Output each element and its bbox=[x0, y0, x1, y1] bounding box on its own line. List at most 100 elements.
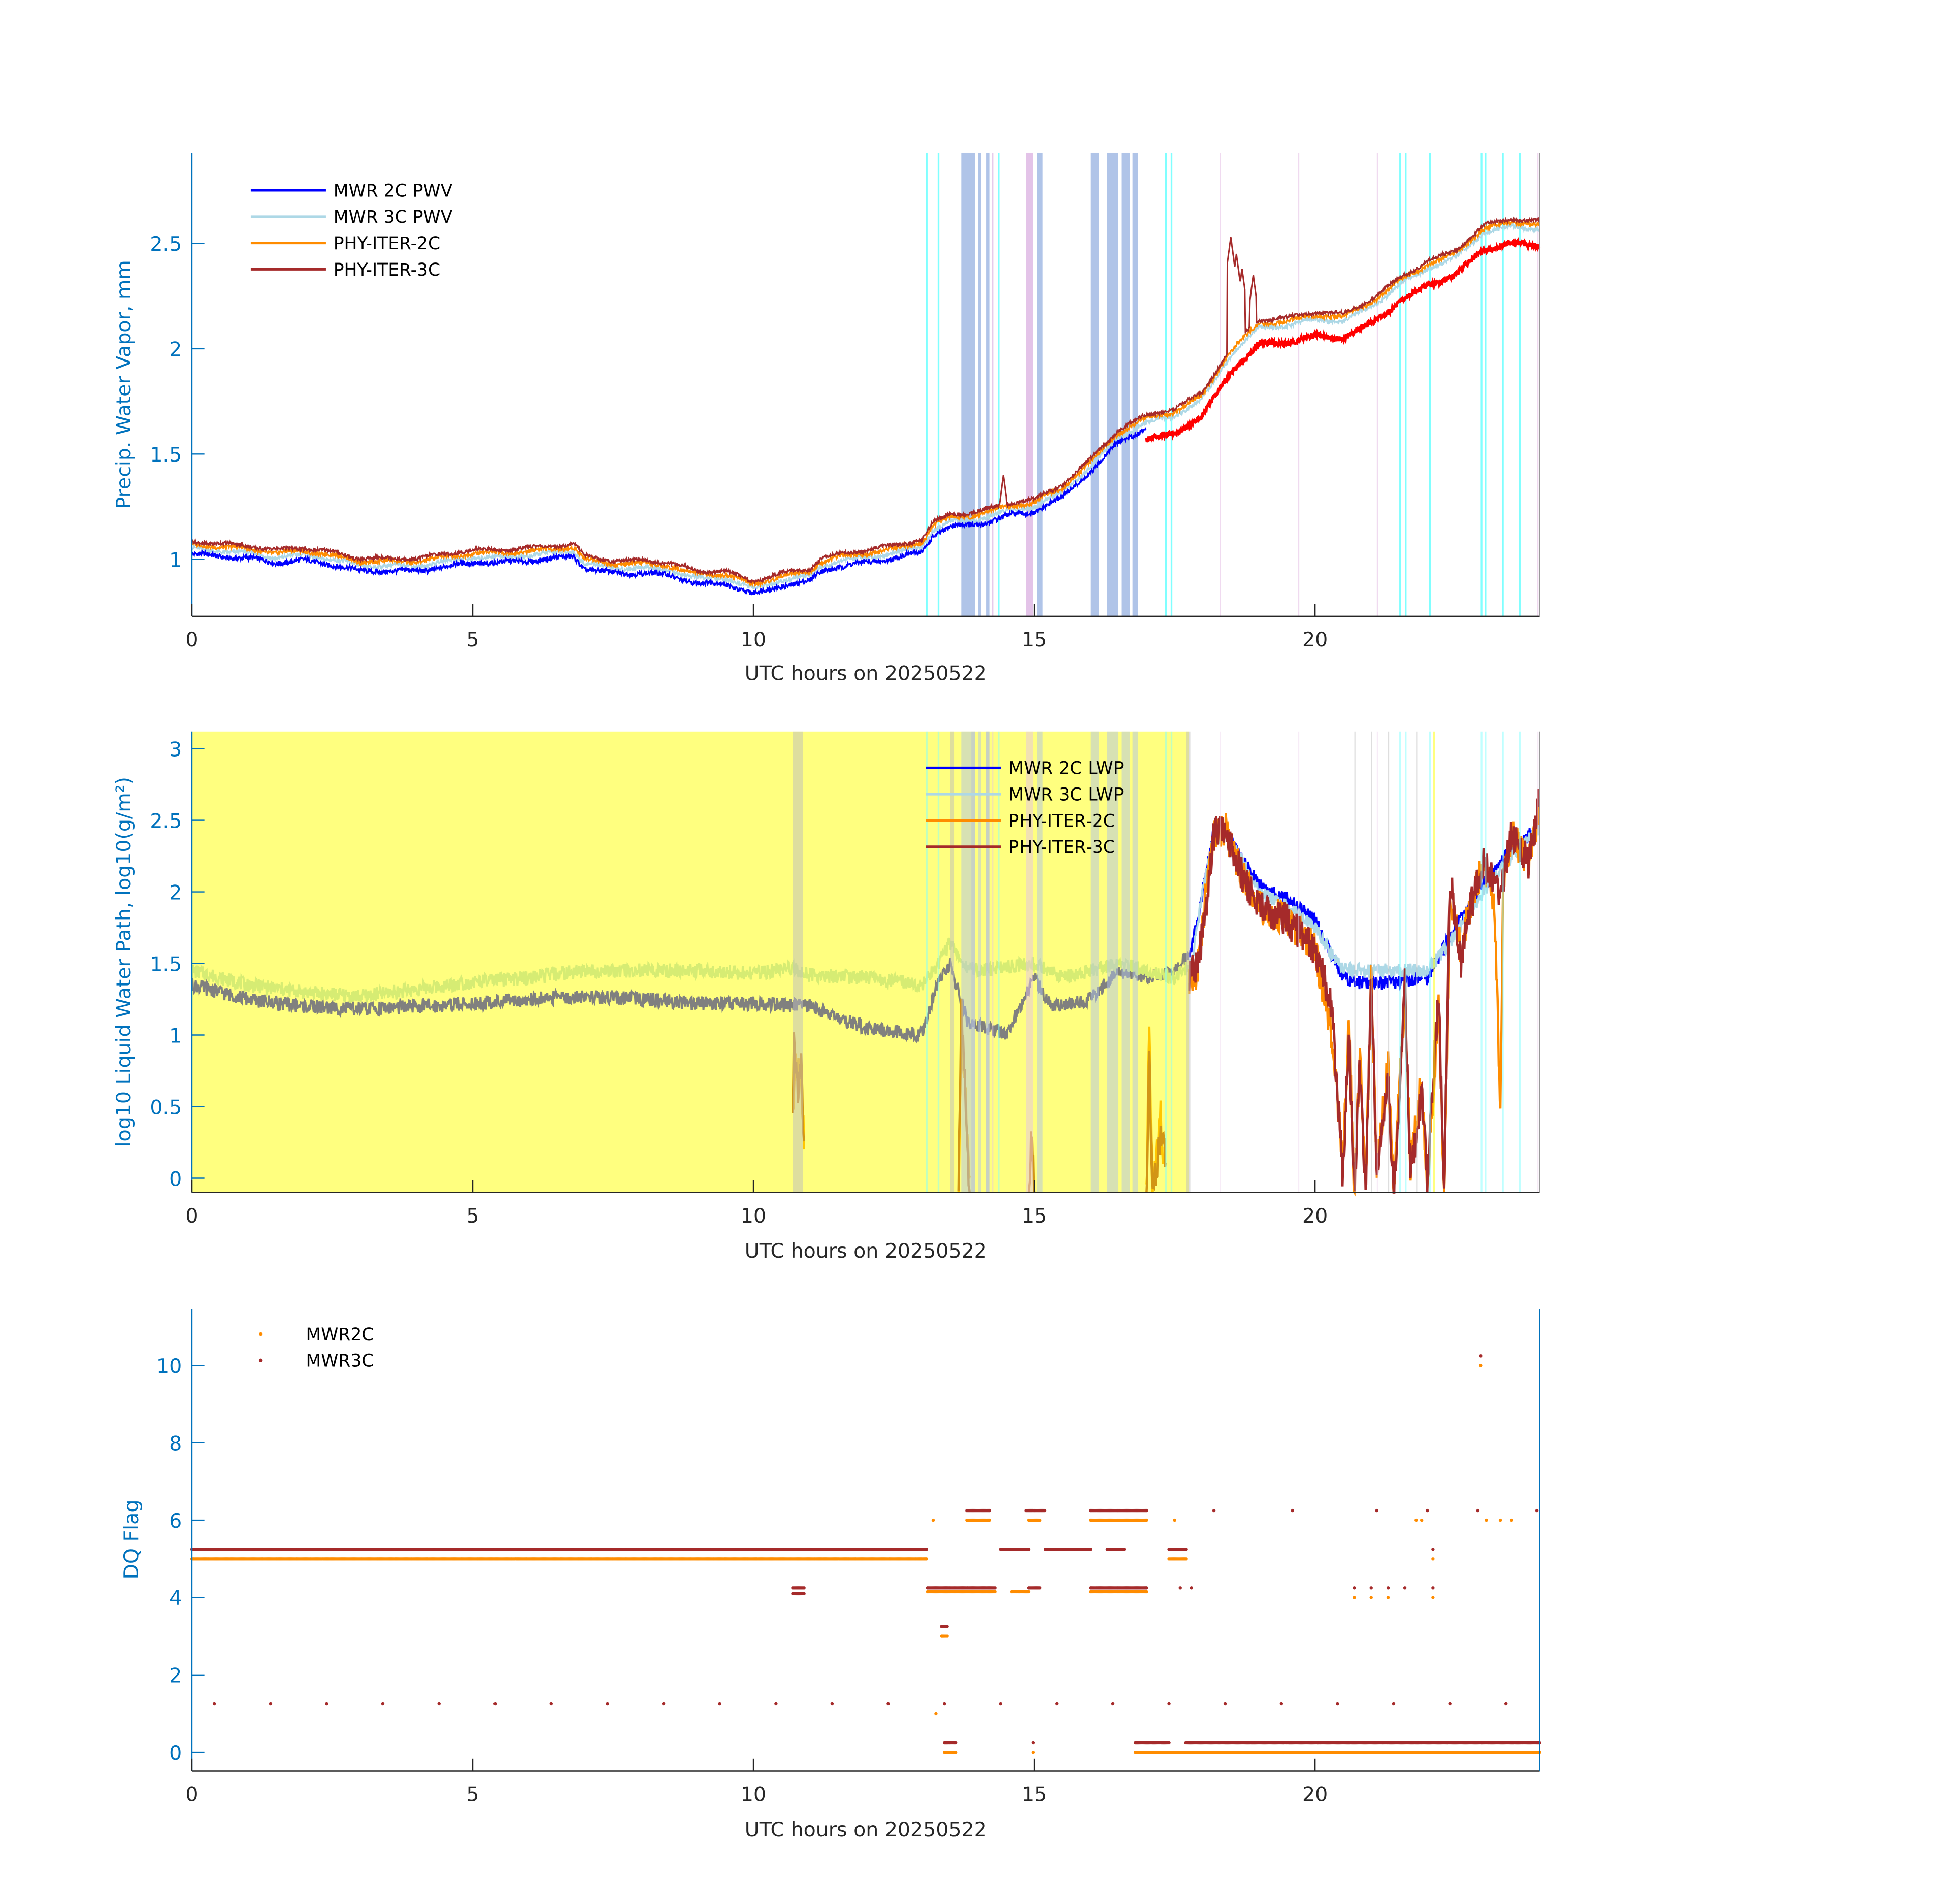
flag-band bbox=[986, 152, 990, 616]
pwv-panel: 0 5 10 15 20 1 1.5 2 2.5 UTC hours on 20250522 P… bbox=[112, 152, 1541, 685]
pwv-flag-bands bbox=[926, 152, 1539, 616]
legend-label: PHY-ITER-3C bbox=[334, 260, 440, 280]
flag-band bbox=[1107, 731, 1119, 1193]
x-tick-label: 15 bbox=[1022, 1783, 1047, 1807]
flag-band bbox=[1480, 731, 1483, 1193]
flag-band bbox=[986, 731, 990, 1193]
dq-point-mwr2c bbox=[1145, 1590, 1148, 1594]
dq-point-mwr2c bbox=[1485, 1518, 1488, 1522]
dq-point-mwr3c bbox=[1353, 1586, 1356, 1590]
dq-point-mwr3c bbox=[886, 1702, 890, 1706]
dq-point-mwr3c bbox=[549, 1702, 553, 1706]
dq-point-mwr3c bbox=[1145, 1508, 1148, 1513]
dq-point-mwr3c bbox=[993, 1586, 997, 1590]
flag-band bbox=[1376, 731, 1378, 1193]
dq-point-mwr2c bbox=[1353, 1596, 1356, 1599]
x-tick-label: 10 bbox=[741, 1783, 766, 1807]
dq-point-mwr3c bbox=[1535, 1508, 1539, 1513]
y-tick-label: 3 bbox=[169, 738, 182, 761]
flag-band bbox=[1298, 152, 1300, 616]
x-tick-label: 0 bbox=[185, 1204, 198, 1228]
dq-point-mwr3c bbox=[1476, 1508, 1480, 1513]
flag-band bbox=[1405, 731, 1407, 1193]
flag-band bbox=[926, 152, 928, 616]
dq-point-mwr3c bbox=[1479, 1354, 1483, 1358]
flag-band bbox=[1502, 731, 1504, 1193]
flag-band bbox=[1090, 152, 1099, 616]
flag-band bbox=[1026, 731, 1033, 1193]
dq-point-mwr3c bbox=[718, 1702, 721, 1706]
flag-band bbox=[937, 152, 940, 616]
dq-point-mwr3c bbox=[1111, 1702, 1115, 1706]
pwv-legend: MWR 2C PWV MWR 3C PWV PHY-ITER-2C PHY-IT… bbox=[250, 181, 453, 280]
dq-point-mwr3c bbox=[945, 1625, 949, 1628]
dq-point-mwr3c bbox=[1190, 1586, 1193, 1590]
flag-band bbox=[1298, 731, 1300, 1193]
flag-band bbox=[1416, 731, 1418, 1193]
y-tick-label: 1.5 bbox=[150, 443, 182, 467]
dq-point-mwr3c bbox=[1223, 1702, 1227, 1706]
flag-band bbox=[1480, 152, 1483, 616]
dq-point-mwr3c bbox=[662, 1702, 666, 1706]
flag-band bbox=[793, 731, 803, 1193]
legend-label: MWR2C bbox=[306, 1325, 374, 1345]
dq-point-mwr2c bbox=[945, 1634, 949, 1638]
flag-band bbox=[998, 731, 1000, 1193]
legend-marker-mwr2c bbox=[258, 1332, 263, 1336]
dq-point-mwr2c bbox=[934, 1712, 938, 1716]
flag-band bbox=[1090, 731, 1099, 1193]
dq-point-mwr3c bbox=[325, 1702, 328, 1706]
lwp-panel: 0 5 10 15 20 0 0.5 1 1.5 2 2.5 3 UTC hours on 20250… bbox=[112, 731, 1540, 1263]
dq-point-mwr3c bbox=[1122, 1548, 1126, 1551]
dq-legend: MWR2C MWR3C bbox=[258, 1325, 374, 1371]
x-tick-label: 5 bbox=[466, 1204, 479, 1228]
flag-band bbox=[1429, 731, 1431, 1193]
dq-flag-panel: 0 5 10 15 20 0 2 4 6 8 10 UTC hours on 20250522 DQ… bbox=[120, 1309, 1541, 1842]
dq-point-mwr2c bbox=[988, 1518, 991, 1522]
flag-band bbox=[1037, 152, 1043, 616]
x-tick-label: 0 bbox=[185, 628, 198, 651]
flag-band bbox=[1165, 152, 1167, 616]
flag-band bbox=[1376, 152, 1378, 616]
dq-point-mwr3c bbox=[1431, 1586, 1435, 1590]
flag-band bbox=[1132, 731, 1138, 1193]
dq-flag-points bbox=[190, 1354, 1541, 1754]
dq-point-mwr3c bbox=[1167, 1741, 1171, 1745]
flag-band bbox=[1405, 152, 1407, 616]
flag-band bbox=[1485, 731, 1487, 1193]
dq-point-mwr2c bbox=[993, 1590, 997, 1594]
flag-band bbox=[1107, 152, 1119, 616]
pwv-y-axis-label: Precip. Water Vapor, mm bbox=[112, 260, 136, 509]
y-tick-label: 8 bbox=[169, 1432, 182, 1456]
dq-point-mwr3c bbox=[1375, 1508, 1379, 1513]
dq-point-mwr2c bbox=[1414, 1518, 1418, 1522]
dq-point-mwr3c bbox=[1336, 1702, 1339, 1706]
x-tick-label: 20 bbox=[1302, 1783, 1328, 1807]
x-tick-label: 20 bbox=[1302, 628, 1328, 651]
dq-point-mwr2c bbox=[1369, 1596, 1373, 1599]
dq-point-mwr3c bbox=[1145, 1586, 1148, 1590]
x-tick-label: 10 bbox=[741, 628, 766, 651]
y-tick-label: 4 bbox=[169, 1587, 182, 1610]
dq-point-mwr3c bbox=[942, 1702, 946, 1706]
series-line-phy-iter-3c bbox=[191, 215, 1540, 585]
flag-band bbox=[191, 731, 1189, 1193]
dq-point-mwr3c bbox=[212, 1702, 216, 1706]
lwp-axes: 0 5 10 15 20 0 0.5 1 1.5 2 2.5 3 bbox=[150, 731, 1540, 1228]
dq-y-axis-label: DQ Flag bbox=[120, 1500, 143, 1580]
flag-band bbox=[926, 731, 928, 1193]
flag-band bbox=[992, 152, 994, 616]
y-tick-label: 2 bbox=[169, 338, 182, 362]
dq-point-mwr2c bbox=[925, 1557, 928, 1561]
dq-point-mwr3c bbox=[1291, 1508, 1295, 1513]
legend-label: PHY-ITER-2C bbox=[334, 234, 440, 254]
dq-point-mwr2c bbox=[1145, 1518, 1148, 1522]
lwp-legend: MWR 2C LWP MWR 3C LWP PHY-ITER-2C PHY-IT… bbox=[926, 759, 1124, 858]
legend-marker-mwr3c bbox=[258, 1358, 263, 1362]
flag-band bbox=[1537, 152, 1539, 616]
legend-label: PHY-ITER-2C bbox=[1009, 811, 1115, 831]
flag-band bbox=[1388, 731, 1390, 1193]
dq-point-mwr3c bbox=[1031, 1741, 1035, 1745]
x-tick-label: 20 bbox=[1302, 1204, 1328, 1228]
dq-point-mwr2c bbox=[1431, 1557, 1435, 1561]
